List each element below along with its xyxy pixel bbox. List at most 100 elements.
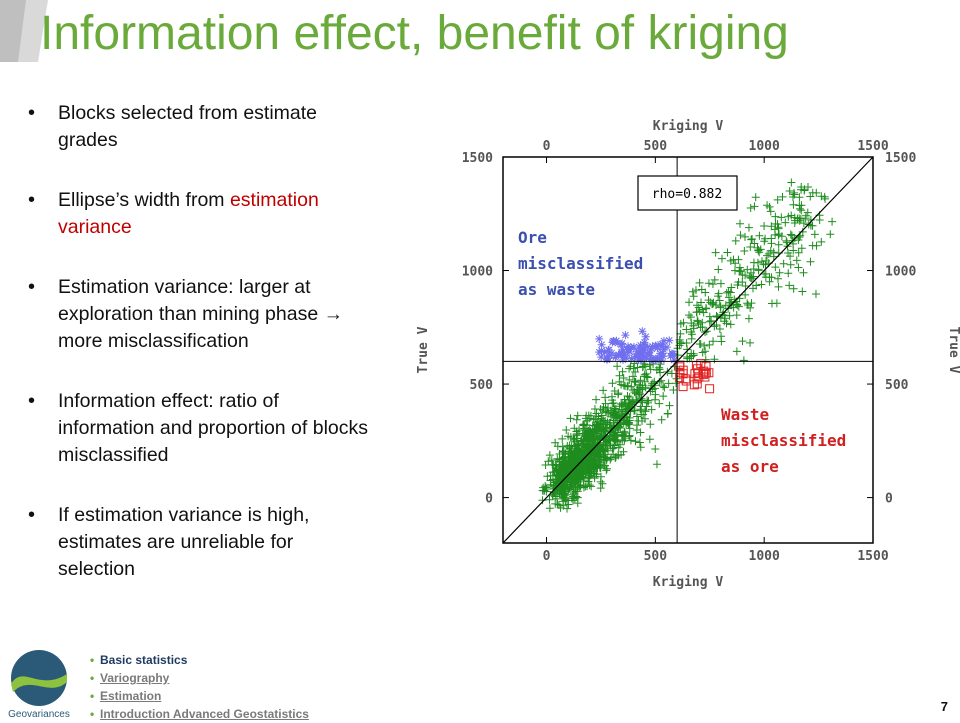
scatter-point [604, 435, 613, 444]
scatter-point [637, 406, 646, 415]
waste-misclassified-label: Waste misclassified as ore [721, 405, 846, 476]
ore-misclassified-point [597, 340, 606, 349]
scatter-point [683, 345, 692, 354]
scatter-point [606, 418, 615, 427]
scatter-point [687, 319, 696, 328]
ore-misclassified-point [621, 331, 630, 340]
scatter-point [548, 491, 557, 500]
scatter-point [774, 231, 783, 240]
scatter-point [619, 430, 628, 439]
scatter-point [582, 482, 591, 491]
scatter-point [794, 263, 803, 272]
ore-misclassified-point [648, 342, 657, 351]
nav-item-variography[interactable]: Variography [90, 669, 309, 687]
scatter-point [725, 311, 734, 320]
scatter-point [765, 277, 774, 286]
scatter-point [655, 399, 664, 408]
scatter-point [585, 437, 594, 446]
ore-misclassified-point [665, 336, 674, 345]
waste-misclassified-point [681, 376, 691, 386]
scatter-point [541, 460, 550, 469]
scatter-point [687, 334, 696, 343]
scatter-point [630, 377, 639, 386]
x-tick-label: 0 [543, 549, 551, 564]
waste-misclassified-point [675, 367, 685, 377]
waste-misclassified-point [678, 382, 688, 392]
scatter-point [545, 495, 554, 504]
scatter-point [786, 260, 795, 269]
scatter-point [757, 280, 766, 289]
bullet-item: Ellipse’s width from estimation variance [28, 187, 368, 241]
section-nav: Basic statistics Variography Estimation … [90, 651, 309, 723]
scatter-point [741, 282, 750, 290]
ore-misclassified-point [670, 356, 679, 365]
logo-text: Geovariances [8, 709, 70, 720]
nav-item-estimation[interactable]: Estimation [90, 687, 309, 705]
scatter-point [632, 412, 641, 421]
scatter-point [766, 246, 775, 255]
scatter-point [806, 257, 815, 266]
scatter-point [611, 437, 620, 446]
scatter-point [789, 284, 798, 293]
ore-misclassified-point [636, 355, 645, 364]
scatter-point [760, 222, 769, 231]
nav-item-basic-statistics[interactable]: Basic statistics [90, 651, 309, 669]
scatter-point [748, 234, 757, 243]
scatter-point [710, 275, 719, 284]
scatter-point [634, 416, 643, 425]
scatter-point [640, 414, 649, 423]
scatter-point [626, 436, 635, 445]
scatter-point [789, 246, 798, 255]
scatter-point [744, 314, 753, 323]
scatter-point [795, 204, 804, 213]
scatter-point [808, 188, 817, 197]
scatter-point [564, 485, 573, 494]
scatter-point [746, 303, 755, 312]
scatter-point [608, 444, 617, 453]
scatter-point [610, 430, 619, 439]
scatter-point [663, 409, 672, 418]
scatter-point [593, 418, 602, 427]
scatter-point [659, 392, 668, 401]
scatter-point [573, 429, 582, 438]
x-axis-label-bottom: Kriging V [653, 575, 724, 590]
waste-misclassified-point [692, 374, 702, 384]
scatter-point [755, 231, 764, 240]
ore-misclassified-point [659, 336, 668, 345]
scatter-point [547, 456, 556, 465]
scatter-point [606, 455, 615, 464]
scatter-point [613, 362, 622, 371]
scatter-point [553, 500, 562, 509]
scatter-point [789, 188, 798, 197]
scatter-point [554, 500, 563, 509]
ore-misclassified-point [629, 342, 638, 351]
scatter-point [761, 260, 770, 269]
ore-misclassified-point [595, 334, 604, 343]
scatter-point [735, 263, 744, 272]
scatter-point [787, 231, 796, 240]
ore-misclassified-point [613, 339, 622, 348]
scatter-point [611, 454, 620, 463]
scatter-point [798, 287, 807, 296]
scatter-point [569, 488, 578, 497]
scatter-point [621, 406, 630, 415]
scatter-point [553, 470, 562, 479]
scatter-point [586, 427, 595, 436]
x-tick-label: 1000 [749, 139, 780, 154]
scatter-point [615, 402, 624, 411]
x-tick-label: 0 [543, 139, 551, 154]
scatter-point [584, 473, 593, 482]
scatter-point [711, 248, 720, 257]
x-tick-label: 1500 [857, 549, 888, 564]
scatter-point [743, 265, 752, 274]
scatter-point [774, 282, 783, 291]
scatter-point [676, 329, 685, 338]
scatter-point [689, 292, 698, 301]
scatter-point [601, 424, 610, 433]
scatter-point [563, 441, 572, 450]
scatter-point [711, 301, 720, 310]
scatter-point [641, 362, 650, 371]
nav-item-advanced-geostatistics[interactable]: Introduction Advanced Geostatistics [90, 705, 309, 723]
scatter-point [593, 446, 602, 455]
scatter-point [717, 337, 726, 346]
